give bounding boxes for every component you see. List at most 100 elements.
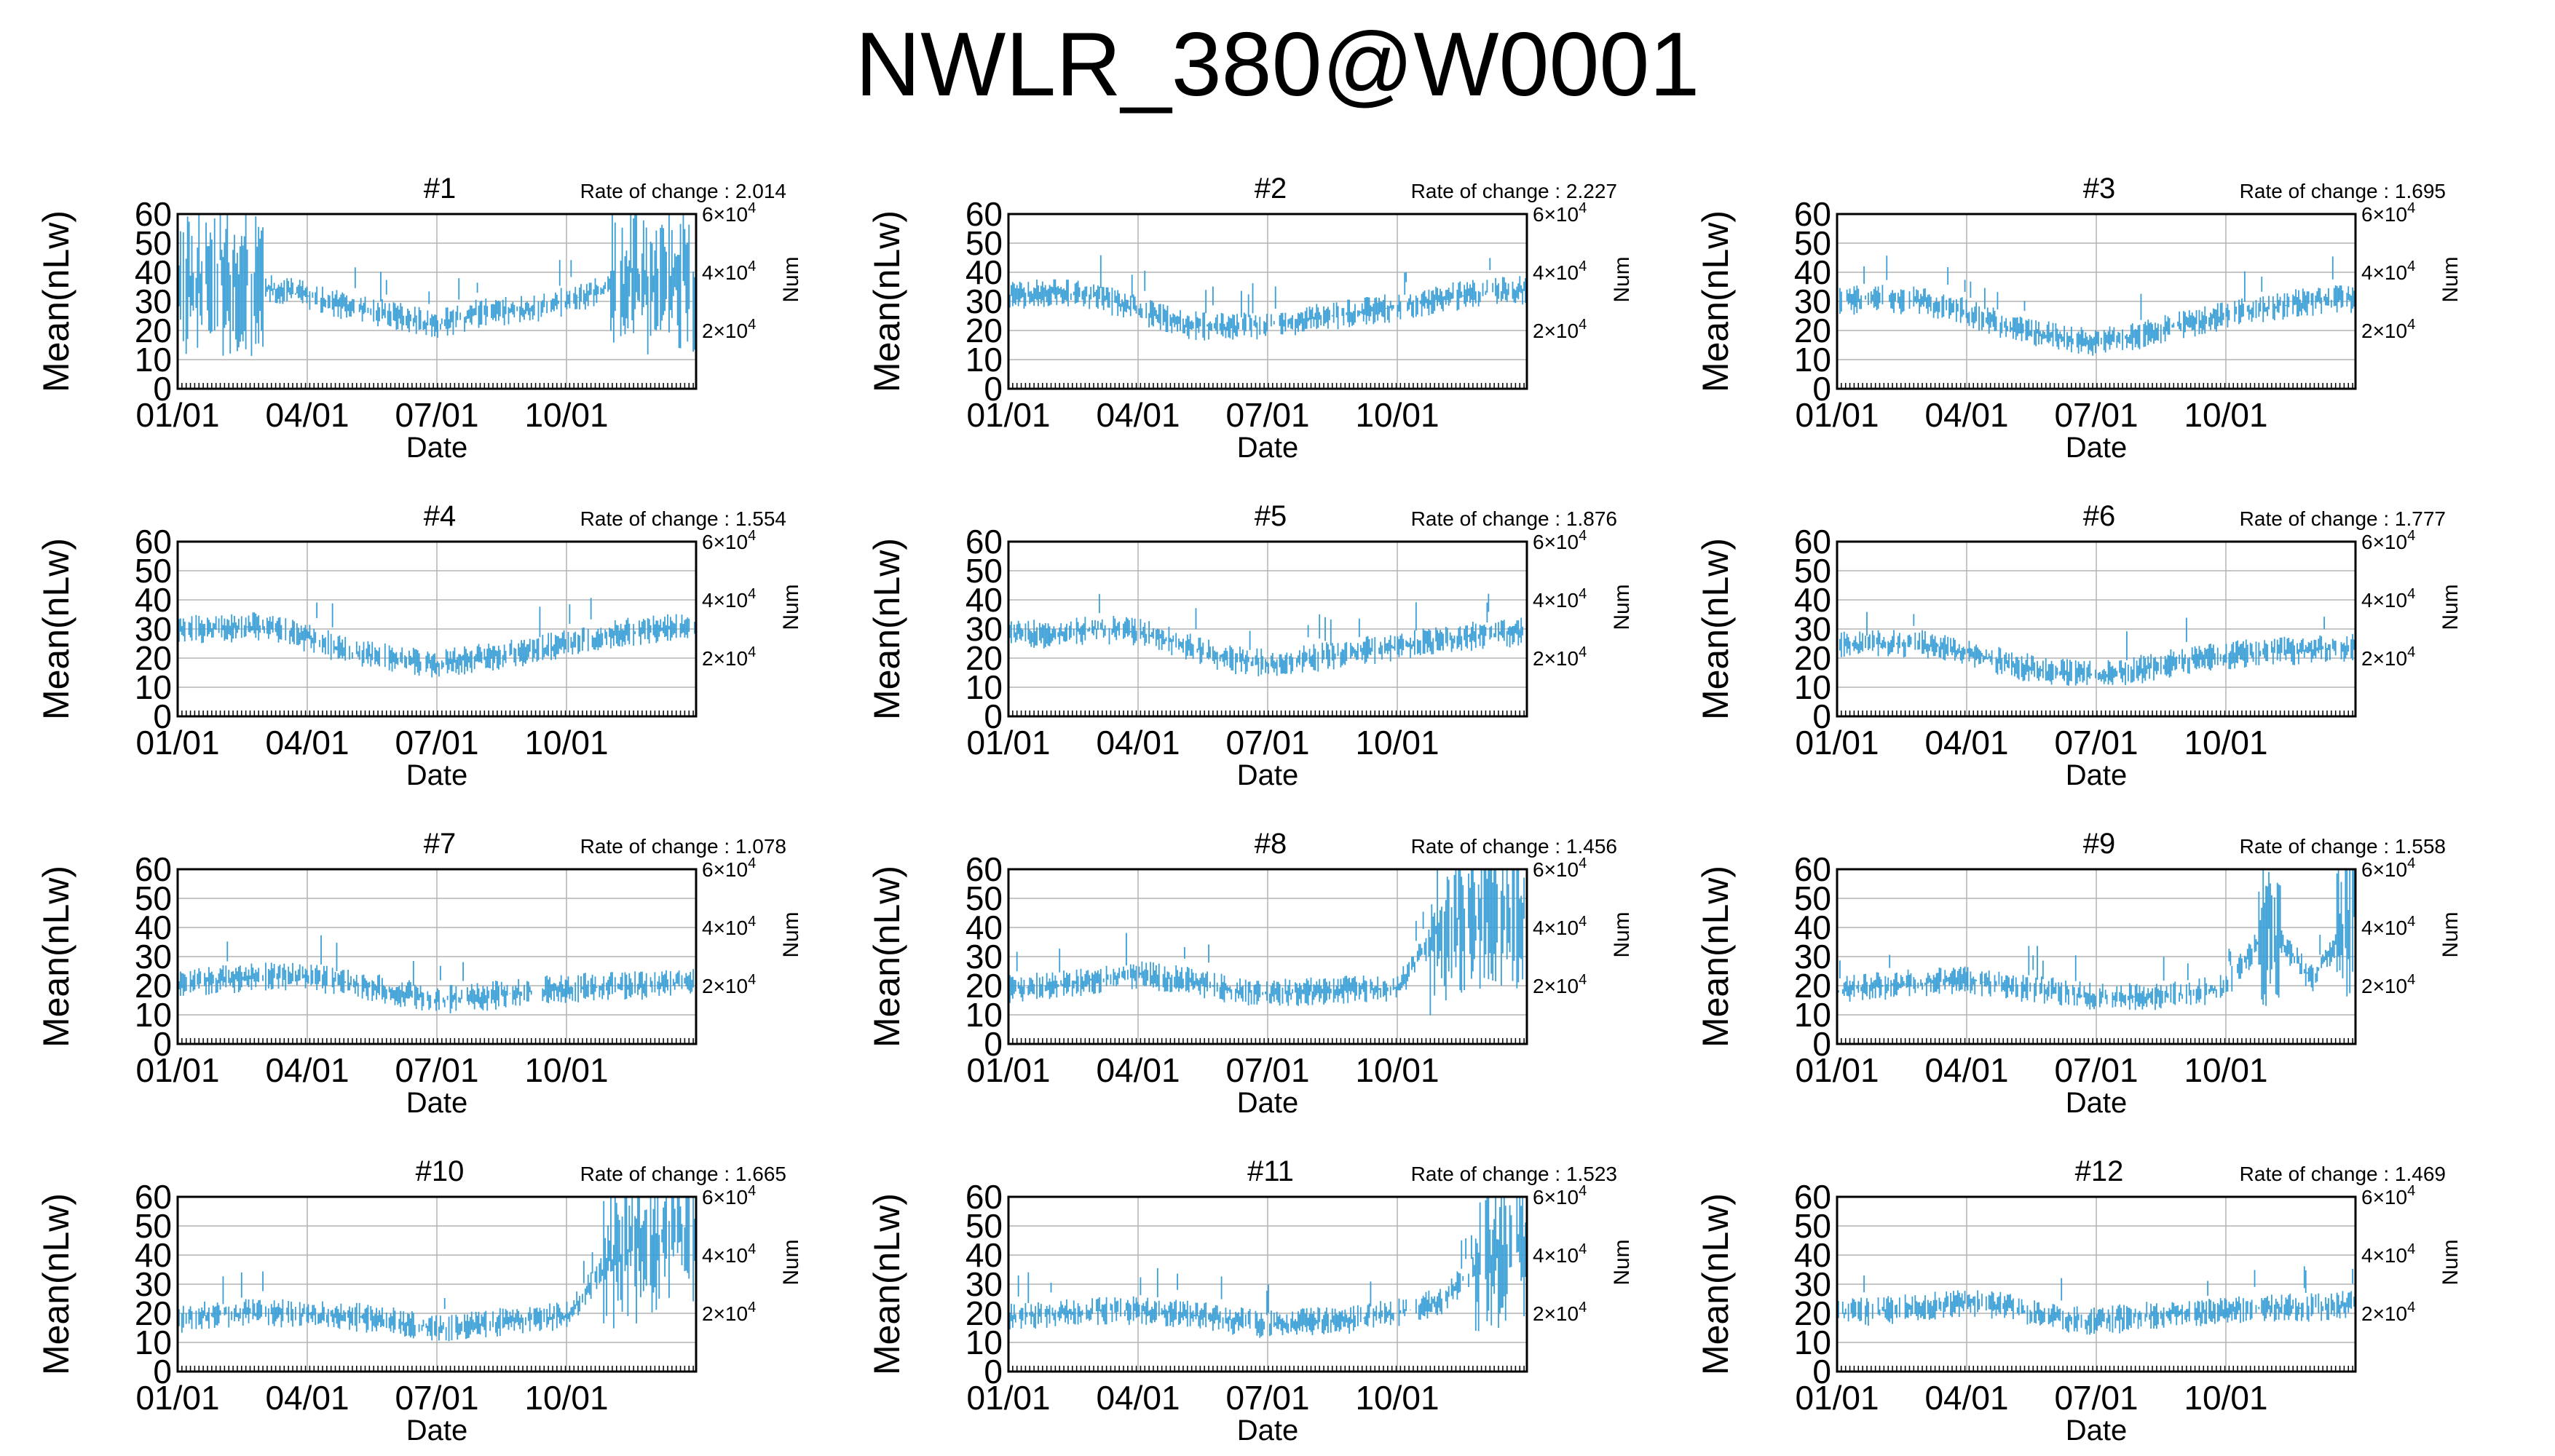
y2-tick-exponent: 4 — [748, 317, 756, 333]
y-tick-label: 40 — [1794, 253, 1831, 291]
y-tick-label: 40 — [965, 909, 1003, 946]
rate-of-change: Rate of change : 1.777 — [2240, 507, 2446, 530]
x-tick-label: 10/01 — [2184, 1051, 2267, 1089]
x-tick-label: 01/01 — [1795, 724, 1879, 761]
x-tick-label: 10/01 — [2184, 396, 2267, 434]
y-tick-label: 20 — [965, 312, 1003, 349]
y2-tick-exponent: 4 — [1579, 855, 1587, 871]
y2-tick-label: 6×104 — [1533, 855, 1587, 881]
x-axis-title: Date — [406, 1087, 468, 1119]
x-axis-title: Date — [406, 1415, 468, 1447]
panel-title: #8 — [1255, 828, 1287, 860]
y2-tick-label: 6×104 — [2361, 528, 2415, 553]
y2-tick-label: 6×104 — [702, 855, 756, 881]
y-tick-label: 0 — [153, 697, 172, 735]
y2-tick-label: 2×104 — [2361, 972, 2415, 997]
panel-title: #7 — [424, 828, 457, 860]
y-tick-label: 60 — [965, 850, 1003, 888]
panel-title: #5 — [1255, 500, 1287, 532]
plot-frame — [1007, 213, 1528, 390]
y-tick-label: 60 — [1794, 195, 1831, 233]
y2-tick-mantissa: 6×10 — [702, 1186, 748, 1208]
y-tick-label: 40 — [965, 581, 1003, 619]
y-tick-label: 50 — [965, 224, 1003, 262]
y2-tick-exponent: 4 — [2407, 200, 2415, 216]
rate-of-change: Rate of change : 1.695 — [2240, 180, 2446, 202]
y2-tick-label: 2×104 — [702, 317, 756, 342]
x-tick-label: 01/01 — [1795, 396, 1879, 434]
series-marks — [1008, 255, 1526, 341]
rate-of-change: Rate of change : 1.665 — [580, 1163, 786, 1185]
y2-axis-title: Num — [1610, 584, 1634, 630]
rate-of-change: Rate of change : 2.227 — [1411, 180, 1617, 202]
y-tick-label: 0 — [153, 1025, 172, 1063]
y-tick-label: 20 — [1794, 639, 1831, 677]
y2-tick-exponent: 4 — [748, 586, 756, 602]
y-axis-title: Mean(nLw) — [36, 538, 76, 720]
y-tick-label: 0 — [153, 370, 172, 408]
y2-tick-mantissa: 6×10 — [702, 203, 748, 226]
y-tick-label: 50 — [135, 552, 172, 590]
y2-tick-exponent: 4 — [748, 972, 756, 988]
y2-tick-exponent: 4 — [748, 914, 756, 930]
y-tick-label: 50 — [1794, 224, 1831, 262]
plot-frame — [1836, 540, 2357, 718]
x-tick-label: 01/01 — [966, 1051, 1050, 1089]
y2-tick-exponent: 4 — [1579, 528, 1587, 544]
y2-tick-mantissa: 6×10 — [1533, 858, 1579, 881]
y-tick-label: 30 — [1794, 938, 1831, 976]
x-axis-title: Date — [1237, 432, 1299, 464]
x-tick-label: 04/01 — [1096, 1051, 1180, 1089]
x-axis-title: Date — [406, 759, 468, 791]
x-tick-label: 07/01 — [395, 396, 478, 434]
y-tick-label: 40 — [965, 253, 1003, 291]
y2-axis-title: Num — [2438, 911, 2463, 957]
x-tick-label: 04/01 — [1924, 724, 2008, 761]
y-tick-label: 40 — [135, 581, 172, 619]
plot-frame — [176, 1195, 698, 1373]
y-tick-label: 40 — [1794, 909, 1831, 946]
y2-tick-label: 2×104 — [2361, 644, 2415, 670]
y-axis-title: Mean(nLw) — [866, 866, 907, 1048]
y-tick-label: 50 — [965, 552, 1003, 590]
y2-tick-label: 2×104 — [702, 644, 756, 670]
x-axis-title: Date — [2066, 759, 2128, 791]
y-tick-label: 40 — [135, 253, 172, 291]
series-marks — [1009, 1197, 1526, 1338]
y-tick-label: 10 — [135, 341, 172, 379]
y-tick-label: 30 — [1794, 610, 1831, 648]
plot-frame — [176, 868, 698, 1045]
y2-tick-exponent: 4 — [2407, 972, 2415, 988]
x-tick-label: 01/01 — [135, 396, 219, 434]
y2-tick-label: 4×104 — [1533, 914, 1587, 939]
y2-tick-mantissa: 2×10 — [2361, 647, 2407, 670]
y-tick-label: 30 — [965, 282, 1003, 320]
y-tick-label: 60 — [135, 195, 172, 233]
x-tick-label: 07/01 — [395, 724, 478, 761]
y-axis-title: Mean(nLw) — [36, 866, 76, 1048]
y2-tick-label: 6×104 — [702, 200, 756, 226]
y-tick-label: 60 — [1794, 850, 1831, 888]
y2-axis-title: Num — [1610, 911, 1634, 957]
y-tick-label: 50 — [135, 224, 172, 262]
x-tick-label: 01/01 — [1795, 1051, 1879, 1089]
y2-tick-exponent: 4 — [1579, 317, 1587, 333]
y-tick-label: 50 — [965, 879, 1003, 917]
y-tick-label: 50 — [1794, 879, 1831, 917]
y2-tick-mantissa: 2×10 — [2361, 975, 2407, 997]
y-tick-label: 50 — [135, 879, 172, 917]
y2-tick-exponent: 4 — [748, 528, 756, 544]
y2-tick-mantissa: 4×10 — [1533, 589, 1579, 612]
y-tick-label: 10 — [965, 668, 1003, 706]
series-marks — [1836, 612, 2355, 686]
y-tick-label: 20 — [1794, 967, 1831, 1005]
y-tick-label: 20 — [135, 312, 172, 349]
y-tick-label: 10 — [135, 996, 172, 1034]
y-tick-label: 40 — [135, 909, 172, 946]
y2-tick-label: 4×104 — [702, 1241, 756, 1267]
x-tick-label: 07/01 — [1225, 724, 1309, 761]
y2-tick-mantissa: 2×10 — [702, 1302, 748, 1325]
y2-tick-label: 4×104 — [1533, 586, 1587, 612]
